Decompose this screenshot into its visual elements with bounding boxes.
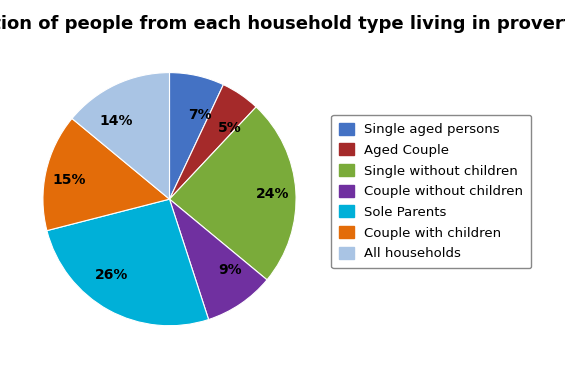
Text: 5%: 5% [218, 121, 242, 135]
Wedge shape [170, 85, 256, 199]
Text: 26%: 26% [95, 268, 128, 282]
Text: 14%: 14% [99, 114, 133, 128]
Text: 15%: 15% [52, 173, 85, 187]
Wedge shape [170, 107, 296, 280]
Text: 7%: 7% [188, 108, 212, 122]
Wedge shape [72, 73, 170, 199]
Text: 24%: 24% [255, 187, 289, 201]
Text: 9%: 9% [218, 264, 241, 277]
Wedge shape [170, 199, 267, 319]
Legend: Single aged persons, Aged Couple, Single without children, Couple without childr: Single aged persons, Aged Couple, Single… [332, 115, 531, 268]
Wedge shape [170, 73, 223, 199]
Text: Proportion of people from each household type living in proverty: Proportion of people from each household… [0, 15, 565, 33]
Wedge shape [47, 199, 208, 326]
Wedge shape [43, 118, 170, 231]
